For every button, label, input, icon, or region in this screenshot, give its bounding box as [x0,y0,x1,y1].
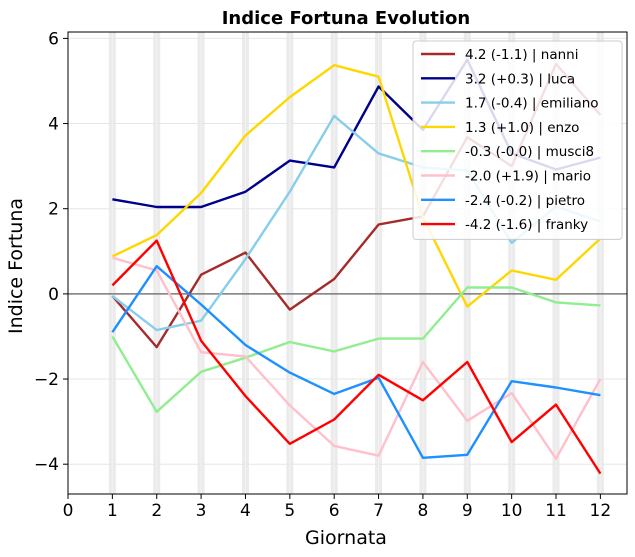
y-tick-label: −4 [34,455,59,475]
legend-entry-label: -0.3 (-0.0) | musci8 [465,144,594,160]
legend-entry-label: -2.0 (+1.9) | mario [465,169,591,185]
x-tick-label: 4 [240,501,251,521]
y-tick-label: 4 [48,115,59,135]
legend-entry-label: 4.2 (-1.1) | nanni [465,47,578,63]
x-tick-label: 1 [107,501,118,521]
legend-entry-label: 3.2 (+0.3) | luca [465,71,575,87]
y-axis-ticks: −4 −2 0 2 4 6 [34,29,68,475]
y-tick-label: −2 [34,370,59,390]
series-line [111,63,602,308]
x-tick-label: 6 [329,501,340,521]
series-line [111,239,602,475]
legend-entry-label: 1.7 (-0.4) | emiliano [465,96,599,112]
legend: 4.2 (-1.1) | nanni 3.2 (+0.3) | luca 1.7 (… [412,40,623,240]
legend-entry-label: -2.4 (-0.2) | pietro [465,193,585,209]
x-tick-label: 12 [590,501,612,521]
x-tick-label: 0 [63,501,74,521]
y-tick-label: 0 [48,285,59,305]
y-tick-label: 2 [48,200,59,220]
x-tick-label: 2 [151,501,162,521]
series-line [112,256,602,460]
x-axis-ticks: 0 1 2 3 4 5 6 7 8 9 10 11 12 [63,494,612,521]
y-axis-label: Indice Fortuna [5,198,27,334]
legend-entry-label: -4.2 (-1.6) | franky [465,217,588,233]
y-tick-label: 6 [48,29,59,49]
chart-title: Indice Fortuna Evolution [222,8,471,29]
x-tick-label: 3 [196,501,207,521]
x-tick-label: 10 [501,501,523,521]
series-line [111,265,601,459]
x-tick-label: 11 [545,501,567,521]
series-line [111,286,601,413]
x-tick-label: 7 [373,501,384,521]
x-tick-label: 8 [418,501,429,521]
x-axis-label: Giornata [305,527,387,549]
plot-frame [67,31,628,495]
x-tick-label: 9 [462,501,473,521]
x-tick-label: 5 [284,501,295,521]
legend-box [412,40,623,240]
legend-entry-label: 1.3 (+1.0) | enzo [465,120,579,136]
